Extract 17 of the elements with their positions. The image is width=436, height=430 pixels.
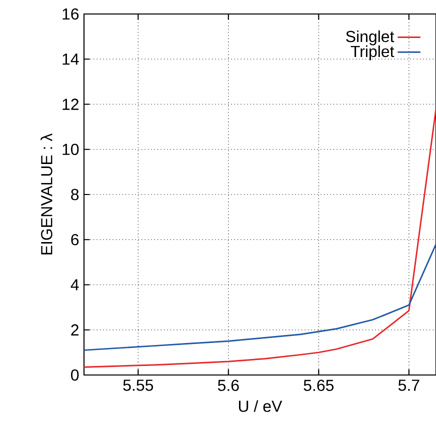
x-tick-label: 5.6	[218, 380, 239, 392]
y-tick-label: 8	[71, 188, 79, 200]
y-tick-label: 16	[62, 8, 79, 20]
y-tick-label: 0	[71, 369, 79, 381]
y-tick-label: 6	[71, 234, 79, 246]
y-tick-label: 4	[70, 279, 79, 290]
y-axis-title: EIGENVALUE : λ	[40, 133, 52, 254]
x-tick-label: 5.7	[398, 380, 420, 391]
x-tick-label: 5.55	[123, 380, 154, 391]
x-tick-label: 5.65	[304, 380, 334, 392]
x-axis-title: U / eV	[239, 400, 282, 412]
y-tick-label: 12	[62, 98, 78, 110]
legend-label: Singlet	[346, 30, 394, 46]
legend-label: Triplet	[350, 45, 394, 60]
y-tick-label: 14	[62, 54, 79, 65]
y-tick-label: 2	[71, 324, 78, 336]
y-tick-label: 10	[62, 144, 79, 156]
